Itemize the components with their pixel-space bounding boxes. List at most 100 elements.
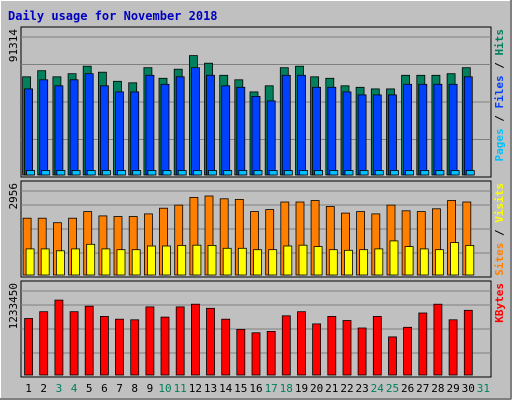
bar-files — [463, 76, 473, 176]
x-tick-label: 20 — [310, 382, 323, 395]
bar-visits — [465, 244, 475, 276]
bar-kbytes — [24, 318, 34, 376]
x-tick-label: 22 — [340, 382, 353, 395]
bar-kbytes — [100, 315, 109, 376]
bar-kbytes — [372, 315, 382, 376]
legend-separator: / — [493, 223, 506, 243]
bar-visits — [404, 246, 414, 276]
bar-visits — [71, 248, 80, 276]
x-tick-label: 9 — [147, 382, 154, 395]
x-tick-label: 14 — [219, 382, 233, 395]
bar-files — [266, 100, 276, 176]
bar-files — [160, 83, 170, 176]
bar-visits — [56, 250, 65, 276]
bar-visits — [131, 249, 141, 276]
bar-files — [24, 88, 34, 176]
legend-item: Sites — [493, 243, 506, 276]
bar-pages — [465, 170, 475, 176]
x-tick-label: 26 — [401, 382, 414, 395]
bar-files — [221, 85, 231, 176]
x-tick-label: 24 — [371, 382, 385, 395]
x-tick-label: 12 — [189, 382, 202, 395]
bar-kbytes — [251, 332, 261, 376]
bar-pages — [405, 170, 415, 176]
bar-visits — [237, 247, 247, 276]
bar-pages — [177, 170, 187, 176]
bar-visits — [268, 249, 278, 276]
bar-visits — [374, 248, 384, 276]
bar-pages — [253, 170, 263, 176]
bar-kbytes — [312, 323, 322, 376]
bar-pages — [374, 170, 384, 176]
bar-visits — [25, 248, 35, 276]
bar-files — [236, 86, 246, 176]
bar-kbytes — [236, 328, 246, 376]
bar-kbytes — [403, 326, 413, 376]
series-pages — [26, 170, 475, 176]
bar-kbytes — [221, 318, 231, 376]
x-tick-label: 21 — [325, 382, 338, 395]
bar-visits — [419, 248, 429, 276]
chart-title: Daily usage for November 2018 — [8, 9, 218, 23]
bar-pages — [283, 170, 293, 176]
bar-kbytes — [433, 303, 443, 376]
bar-kbytes — [281, 315, 291, 376]
x-tick-label: 25 — [386, 382, 399, 395]
bar-visits — [192, 244, 202, 276]
x-tick-label: 4 — [71, 382, 78, 395]
panel-kbytes: 1233450 KBytes — [7, 280, 506, 378]
x-tick-label: 27 — [416, 382, 429, 395]
bar-kbytes — [342, 320, 352, 376]
bar-files — [251, 96, 261, 176]
bar-pages — [71, 170, 81, 176]
legend-item: KBytes — [493, 283, 506, 323]
bar-pages — [359, 170, 369, 176]
bar-pages — [435, 170, 445, 176]
bar-visits — [177, 244, 187, 276]
bar-visits — [116, 249, 126, 276]
bar-kbytes — [84, 305, 94, 376]
panel-legend: KBytes — [493, 283, 506, 323]
bar-pages — [208, 170, 217, 176]
bar-visits — [207, 244, 217, 276]
bar-pages — [329, 170, 339, 176]
y-axis-max-label: 2956 — [7, 183, 20, 210]
x-tick-label: 3 — [56, 382, 63, 395]
bar-files — [100, 85, 109, 176]
panel-legend: Pages / Files / Hits — [493, 29, 506, 162]
series-visits — [25, 240, 475, 276]
y-axis-max-label: 91314 — [7, 29, 20, 62]
bar-files — [297, 74, 306, 176]
x-tick-label: 2 — [40, 382, 47, 395]
bar-files — [342, 91, 352, 176]
x-tick-label: 16 — [249, 382, 262, 395]
x-tick-label: 15 — [234, 382, 247, 395]
bar-visits — [40, 248, 50, 276]
bar-visits — [253, 249, 262, 276]
bar-files — [69, 79, 79, 176]
bar-kbytes — [463, 309, 473, 376]
bar-kbytes — [115, 318, 124, 376]
bar-files — [39, 79, 49, 176]
bar-visits — [101, 248, 111, 276]
bar-kbytes — [418, 312, 428, 376]
bar-files — [130, 91, 140, 176]
bar-files — [206, 74, 215, 176]
bar-kbytes — [388, 336, 397, 376]
bar-files — [433, 83, 443, 176]
x-tick-label: 18 — [280, 382, 293, 395]
bar-files — [115, 91, 124, 176]
bar-files — [281, 74, 291, 176]
series-kbytes — [24, 299, 473, 376]
bar-kbytes — [39, 311, 49, 376]
bar-pages — [299, 170, 308, 176]
legend-separator: / — [493, 56, 506, 76]
bar-kbytes — [190, 303, 200, 376]
bar-pages — [268, 170, 278, 176]
bar-files — [190, 67, 200, 176]
x-tick-label: 28 — [431, 382, 444, 395]
x-tick-label: 31 — [477, 382, 490, 395]
bar-pages — [56, 170, 66, 176]
bar-files — [327, 86, 337, 176]
